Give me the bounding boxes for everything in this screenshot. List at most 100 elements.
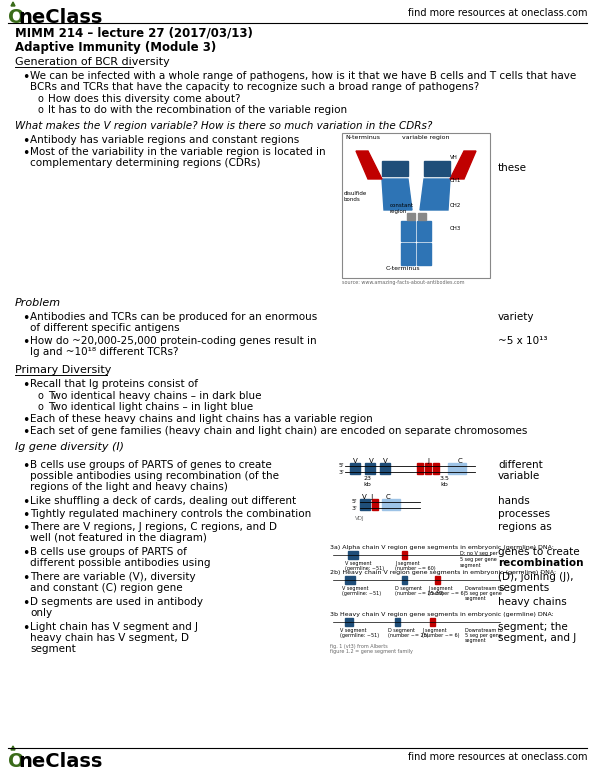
Text: regions as: regions as <box>498 522 552 532</box>
Text: disulfide
bonds: disulfide bonds <box>344 191 367 202</box>
Text: variable: variable <box>498 471 540 481</box>
Text: Light chain has V segment and J: Light chain has V segment and J <box>30 622 198 632</box>
Text: figure 1.2 = gene segment family: figure 1.2 = gene segment family <box>330 649 413 654</box>
Text: J segment: J segment <box>395 561 419 566</box>
Text: heavy chain has V segment, D: heavy chain has V segment, D <box>30 633 189 643</box>
Text: complementary determining regions (CDRs): complementary determining regions (CDRs) <box>30 158 261 168</box>
Text: •: • <box>22 496 29 509</box>
Polygon shape <box>450 151 476 179</box>
Bar <box>365 463 375 474</box>
Bar <box>401 221 415 241</box>
Text: 2b) Heavy chain V region gene segments in embryonic (germline) DNA:: 2b) Heavy chain V region gene segments i… <box>330 570 556 575</box>
Text: •: • <box>22 509 29 522</box>
Text: C: C <box>386 494 391 500</box>
Text: How do ~20,000-25,000 protein-coding genes result in: How do ~20,000-25,000 protein-coding gen… <box>30 336 317 346</box>
Polygon shape <box>11 746 15 750</box>
Text: O: O <box>8 752 24 770</box>
Text: regions of the light and heavy chains): regions of the light and heavy chains) <box>30 482 228 492</box>
Text: Problem: Problem <box>15 298 61 308</box>
Text: 5 seg per gene: 5 seg per gene <box>460 557 497 562</box>
Bar <box>430 618 435 626</box>
Polygon shape <box>382 161 408 176</box>
Text: of different specific antigens: of different specific antigens <box>30 323 180 333</box>
Text: (number ~= 60): (number ~= 60) <box>395 566 436 571</box>
Text: V segment: V segment <box>345 561 371 566</box>
Text: VH: VH <box>450 155 458 160</box>
Text: Each of these heavy chains and light chains has a variable region: Each of these heavy chains and light cha… <box>30 414 372 424</box>
Polygon shape <box>420 179 450 210</box>
Text: segment, and J: segment, and J <box>498 633 576 643</box>
Text: •: • <box>22 622 29 635</box>
Text: kb: kb <box>363 482 371 487</box>
Text: (number ~= 25-30): (number ~= 25-30) <box>395 591 444 596</box>
Text: source: www.amazing-facts-about-antibodies.com: source: www.amazing-facts-about-antibodi… <box>342 280 465 285</box>
Text: C-terminus: C-terminus <box>386 266 421 271</box>
Text: •: • <box>22 336 29 349</box>
Text: Downstream to: Downstream to <box>465 586 503 591</box>
Text: Two identical heavy chains – in dark blue: Two identical heavy chains – in dark blu… <box>48 391 261 401</box>
Text: 5 seg per gene: 5 seg per gene <box>465 591 502 596</box>
Text: different: different <box>498 460 543 470</box>
Text: (number ~= 6): (number ~= 6) <box>428 591 465 596</box>
Text: O: O <box>8 8 24 27</box>
Bar <box>395 618 400 626</box>
Text: BCRs and TCRs that have the capacity to recognize such a broad range of pathogen: BCRs and TCRs that have the capacity to … <box>30 82 479 92</box>
Text: Ig gene diversity (I): Ig gene diversity (I) <box>15 442 124 452</box>
Text: How does this diversity come about?: How does this diversity come about? <box>48 94 240 104</box>
Text: It has to do with the recombination of the variable region: It has to do with the recombination of t… <box>48 105 347 115</box>
Text: these: these <box>498 163 527 173</box>
Bar <box>417 243 431 265</box>
Text: V  J: V J <box>362 494 373 500</box>
Text: 3': 3' <box>339 470 345 475</box>
Text: recombination: recombination <box>498 558 584 568</box>
Text: N-terminus: N-terminus <box>345 135 380 140</box>
Text: CH3: CH3 <box>450 226 461 231</box>
Bar <box>382 499 400 510</box>
Bar <box>372 499 378 510</box>
Polygon shape <box>382 179 412 210</box>
Text: C: C <box>458 458 463 464</box>
Text: There are V regions, J regions, C regions, and D: There are V regions, J regions, C region… <box>30 522 277 532</box>
Text: variety: variety <box>498 312 534 322</box>
Text: (number ~= 25): (number ~= 25) <box>388 633 428 638</box>
Text: V: V <box>369 458 374 464</box>
Text: kb: kb <box>440 482 448 487</box>
Text: V segment: V segment <box>340 628 367 633</box>
Text: segment: segment <box>30 644 76 654</box>
Text: and constant (C) region gene: and constant (C) region gene <box>30 583 183 593</box>
Text: o: o <box>38 105 44 115</box>
Text: Antibody has variable regions and constant regions: Antibody has variable regions and consta… <box>30 135 299 145</box>
Text: •: • <box>22 147 29 160</box>
Bar <box>345 576 355 584</box>
Text: We can be infected with a whole range of pathogens, how is it that we have B cel: We can be infected with a whole range of… <box>30 71 576 81</box>
Text: well (not featured in the diagram): well (not featured in the diagram) <box>30 533 207 543</box>
Text: V: V <box>353 458 358 464</box>
Text: Primary Diversity: Primary Diversity <box>15 365 111 375</box>
Text: •: • <box>22 135 29 148</box>
Text: only: only <box>30 608 52 618</box>
Text: o: o <box>38 391 44 401</box>
Text: D: no V seg per: D: no V seg per <box>460 551 498 556</box>
Text: genes to create: genes to create <box>498 547 580 557</box>
Text: J: J <box>427 458 429 464</box>
Text: possible antibodies using recombination (of the: possible antibodies using recombination … <box>30 471 279 481</box>
Text: Like shuffling a deck of cards, dealing out different: Like shuffling a deck of cards, dealing … <box>30 496 296 506</box>
Text: •: • <box>22 522 29 535</box>
Text: CH1: CH1 <box>450 178 461 183</box>
Bar <box>360 499 370 510</box>
Text: 5': 5' <box>352 499 358 504</box>
Polygon shape <box>356 151 382 179</box>
Bar <box>407 213 415 220</box>
Bar <box>418 213 426 220</box>
Bar <box>350 463 360 474</box>
Text: 3a) Alpha chain V region gene segments in embryonic (germline) DNA:: 3a) Alpha chain V region gene segments i… <box>330 545 554 550</box>
Text: Generation of BCR diversity: Generation of BCR diversity <box>15 57 170 67</box>
Text: Tightly regulated machinery controls the combination: Tightly regulated machinery controls the… <box>30 509 311 519</box>
Text: VDJ: VDJ <box>355 516 365 521</box>
Text: neClass: neClass <box>18 752 102 770</box>
Bar <box>401 243 415 265</box>
Polygon shape <box>424 161 450 176</box>
Text: Two identical light chains – in light blue: Two identical light chains – in light bl… <box>48 402 253 412</box>
Text: fig. 1 (vt3) from Alberts: fig. 1 (vt3) from Alberts <box>330 644 388 649</box>
Text: (germline: ~51): (germline: ~51) <box>340 633 379 638</box>
